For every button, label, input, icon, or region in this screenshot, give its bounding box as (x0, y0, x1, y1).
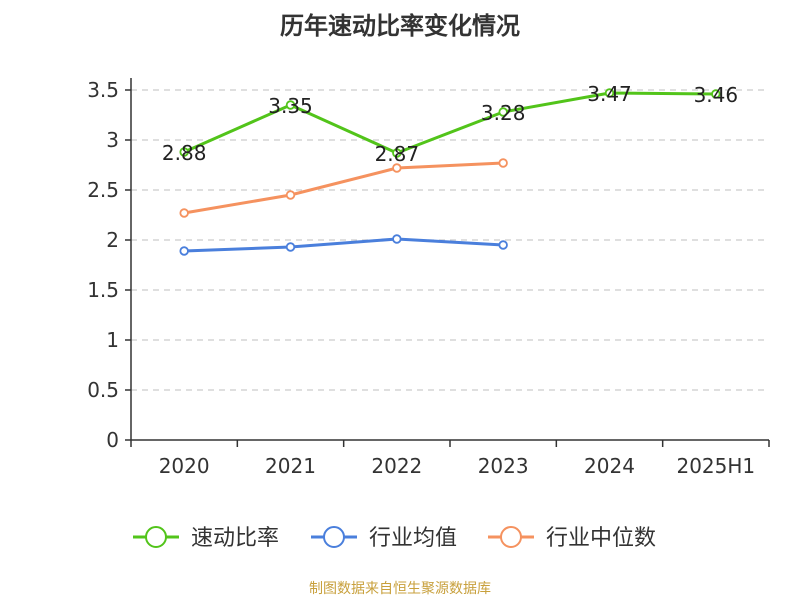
series-line-2 (182, 161, 505, 215)
legend-label: 速动比率 (191, 526, 279, 551)
series-line-0 (182, 91, 718, 155)
data-point (498, 158, 508, 168)
data-point (285, 190, 296, 200)
data-point (392, 234, 402, 244)
legend-swatch-marker (145, 526, 167, 548)
x-tick-label: 2025H1 (676, 454, 755, 478)
data-labels: 2.88 3.35 2.87 3.28 3.47 3.46 (162, 82, 738, 166)
legend-label: 行业中位数 (546, 526, 656, 551)
source-note: 制图数据来自恒生聚源数据库 (309, 581, 491, 597)
data-point (392, 163, 402, 173)
legend: 速动比率 行业均值 行业中位数 (133, 526, 656, 551)
legend-swatch-marker (500, 526, 522, 548)
legend-item-1: 行业均值 (311, 526, 457, 551)
data-point (392, 148, 402, 158)
legend-item-2: 行业中位数 (488, 526, 656, 551)
y-tick-label: 2.5 (87, 178, 119, 202)
data-point (179, 208, 189, 218)
y-tick-label: 1 (106, 328, 119, 352)
y-tick-label: 1.5 (87, 278, 119, 302)
x-tick-label: 2020 (159, 454, 210, 478)
data-label: 3.28 (481, 101, 526, 125)
y-tick-label: 2 (106, 228, 119, 252)
chart-title: 历年速动比率变化情况 (280, 12, 520, 40)
grid-lines (131, 89, 769, 391)
data-point (711, 89, 721, 99)
data-label: 3.47 (587, 82, 632, 106)
data-point (285, 100, 296, 110)
legend-swatch-marker (323, 526, 345, 548)
data-point (498, 240, 508, 250)
axes: 0 0.5 1 1.5 2 2.5 3 3.5 2020 2021 2022 2023 2024 2025… (87, 78, 770, 478)
x-tick-label: 2021 (265, 454, 316, 478)
x-tick-label: 2024 (584, 454, 635, 478)
x-tick-label: 2022 (371, 454, 422, 478)
series-line-1 (182, 237, 505, 253)
data-point (498, 107, 508, 117)
data-point (179, 246, 189, 256)
x-tick-label: 2023 (478, 454, 529, 478)
y-tick-label: 0.5 (87, 378, 119, 402)
data-label: 3.35 (268, 94, 313, 118)
data-label: 2.88 (162, 141, 207, 165)
data-label: 3.46 (694, 83, 739, 107)
series-layer (179, 88, 721, 256)
legend-item-0: 速动比率 (133, 526, 279, 551)
legend-label: 行业均值 (369, 526, 457, 551)
y-tick-label: 0 (106, 428, 119, 452)
y-tick-label: 3 (106, 128, 119, 152)
data-label: 2.87 (375, 142, 420, 166)
data-point (285, 242, 296, 252)
data-point (604, 88, 615, 98)
y-tick-label: 3.5 (87, 78, 119, 102)
data-point (179, 147, 189, 157)
